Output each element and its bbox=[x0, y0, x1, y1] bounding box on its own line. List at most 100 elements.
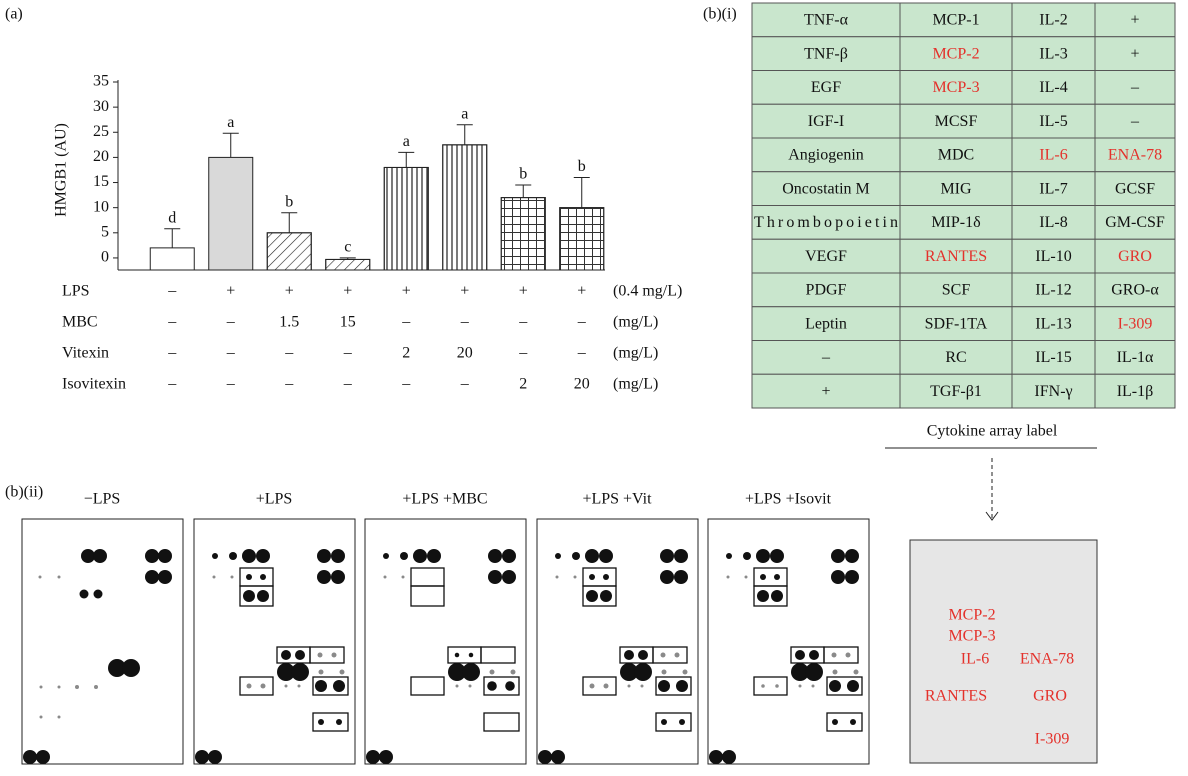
table-cell bbox=[899, 340, 1013, 375]
table-cell bbox=[899, 373, 1013, 409]
blot-spot bbox=[331, 570, 345, 584]
table-cell-text: IL-2 bbox=[1039, 12, 1067, 29]
blot-spot bbox=[845, 570, 859, 584]
blot-spot bbox=[555, 575, 559, 579]
blot-highlight-box bbox=[480, 646, 516, 664]
table-cell bbox=[1094, 373, 1176, 409]
bar-pattern bbox=[500, 197, 546, 271]
error-bar bbox=[281, 212, 298, 233]
blot-spot bbox=[634, 663, 652, 681]
blot-title: +LPS bbox=[256, 491, 293, 508]
blot-spot bbox=[195, 750, 209, 764]
treatment-value: – bbox=[167, 376, 177, 393]
blot-spot bbox=[246, 574, 252, 580]
bar bbox=[149, 247, 195, 271]
blot-spot bbox=[847, 680, 859, 692]
treatment-value: + bbox=[343, 283, 352, 300]
blot-spot bbox=[599, 549, 613, 563]
blot-spot bbox=[315, 680, 327, 692]
treatment-name: MBC bbox=[62, 314, 98, 331]
table-cell-text: TNF-α bbox=[804, 12, 849, 29]
blot-spot bbox=[505, 681, 515, 691]
blot-spot bbox=[277, 663, 295, 681]
blot-title: +LPS +MBC bbox=[402, 491, 487, 508]
blot-spot bbox=[448, 663, 466, 681]
blot-spot bbox=[624, 650, 634, 660]
blot-highlight-box bbox=[239, 676, 274, 696]
table-cell bbox=[1011, 103, 1096, 139]
blot-spot bbox=[775, 684, 779, 688]
blot-spot bbox=[829, 680, 841, 692]
array-legend-label: MCP-2 bbox=[948, 607, 995, 624]
blot-highlight-box bbox=[239, 585, 274, 607]
blot-highlight-box bbox=[753, 585, 788, 607]
blot-spot bbox=[853, 669, 859, 675]
blot-spot bbox=[831, 549, 845, 563]
blot-spot bbox=[660, 549, 674, 563]
blot-spot bbox=[455, 684, 459, 688]
array-legend-box bbox=[909, 539, 1098, 764]
blot-spot bbox=[93, 589, 103, 599]
blot-spot bbox=[845, 549, 859, 563]
blot-spot bbox=[39, 715, 43, 719]
blot-highlight-box bbox=[655, 676, 692, 696]
blot-spot bbox=[57, 575, 61, 579]
table-cell-text: EGF bbox=[811, 79, 841, 96]
treatment-value: + bbox=[402, 283, 411, 300]
blot-spot bbox=[379, 750, 393, 764]
panel-label: (a) bbox=[5, 6, 23, 23]
table-cell-text: IL-15 bbox=[1035, 349, 1071, 366]
blot-spot bbox=[297, 684, 301, 688]
blot-spot bbox=[756, 549, 770, 563]
table-cell-text: IL-7 bbox=[1039, 180, 1067, 197]
blot-highlight-box bbox=[312, 676, 349, 696]
blot-spot bbox=[674, 652, 680, 658]
blot-spot bbox=[831, 652, 837, 658]
blot-spot bbox=[658, 680, 670, 692]
blot-spot bbox=[454, 652, 460, 658]
blot-spot bbox=[57, 685, 61, 689]
treatment-value: – bbox=[401, 376, 411, 393]
error-bar bbox=[222, 132, 239, 158]
y-tick-label: 35 bbox=[93, 73, 109, 90]
table-cell bbox=[1094, 306, 1176, 341]
arrow-head bbox=[985, 511, 999, 521]
blot-spot bbox=[212, 553, 218, 559]
array-legend-label: IL-6 bbox=[961, 651, 989, 668]
blot-spot bbox=[743, 552, 751, 560]
blot-spot bbox=[502, 570, 516, 584]
table-cell-text: IL-1α bbox=[1117, 349, 1154, 366]
blot-spot bbox=[38, 575, 42, 579]
blot-spot bbox=[243, 590, 255, 602]
bar-pattern bbox=[442, 144, 488, 271]
blot-spot bbox=[850, 719, 856, 725]
table-cell bbox=[1094, 171, 1176, 206]
blot-spot bbox=[489, 669, 495, 675]
blot-spot bbox=[145, 549, 159, 563]
blot-spot bbox=[462, 663, 480, 681]
table-cell bbox=[1094, 238, 1176, 274]
blot-spot bbox=[401, 575, 405, 579]
table-cell-text: Oncostatin M bbox=[782, 180, 870, 197]
table-cell-text: SDF-1TA bbox=[925, 315, 988, 332]
blot-spot bbox=[572, 552, 580, 560]
table-cell-text: – bbox=[1130, 79, 1140, 96]
significance-letter: c bbox=[344, 239, 351, 256]
blot-highlight-box bbox=[483, 712, 520, 732]
blot-spot bbox=[75, 685, 79, 689]
blot-title: −LPS bbox=[84, 491, 121, 508]
table-cell-text: MCP-3 bbox=[932, 79, 979, 96]
significance-letter: a bbox=[461, 105, 468, 122]
table-cell-text: VEGF bbox=[805, 248, 847, 265]
blot-spot bbox=[145, 570, 159, 584]
blot-spot bbox=[487, 681, 497, 691]
error-bar bbox=[456, 124, 473, 145]
blot-spot bbox=[366, 750, 380, 764]
table-cell bbox=[1011, 340, 1096, 375]
table-cell-text: GCSF bbox=[1115, 180, 1155, 197]
treatment-value: + bbox=[226, 283, 235, 300]
table-cell bbox=[899, 137, 1013, 173]
significance-letter: b bbox=[519, 166, 527, 183]
blot-spot bbox=[413, 549, 427, 563]
y-tick-label: 20 bbox=[93, 148, 109, 165]
